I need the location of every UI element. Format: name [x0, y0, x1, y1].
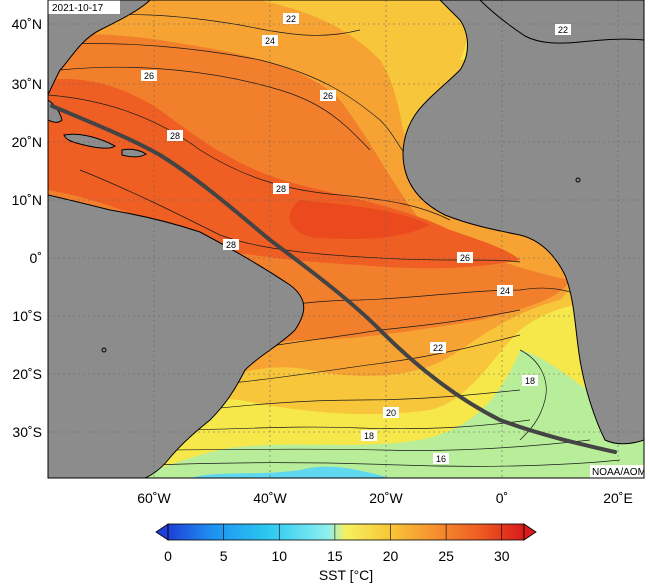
land-cuba — [63, 133, 116, 149]
lat-label: 10˚N — [12, 192, 42, 208]
latitude-labels: 40˚N 30˚N 20˚N 10˚N 0˚ 10˚S 20˚S 30˚S — [12, 16, 42, 440]
colorbar-tick-label: 25 — [438, 548, 454, 564]
lat-label: 40˚N — [12, 16, 42, 32]
contour-label: 28 — [276, 184, 286, 194]
lat-label: 20˚S — [12, 366, 42, 382]
date-stamp: 2021-10-17 — [52, 3, 104, 14]
lat-label: 20˚N — [12, 134, 42, 150]
contour-label: 24 — [500, 286, 510, 296]
lon-label: 40˚W — [253, 490, 287, 506]
lon-label: 20˚E — [603, 490, 633, 506]
contour-label: 18 — [364, 431, 374, 441]
sst-band-29 — [289, 200, 430, 239]
contour-label: 16 — [436, 454, 446, 464]
plot-frame — [47, 0, 645, 479]
contour-label: 22 — [286, 14, 296, 24]
lon-label: 60˚W — [137, 490, 171, 506]
contour-label: 18 — [525, 376, 535, 386]
lat-label: 0˚ — [30, 250, 42, 266]
colorbar-tick-label: 5 — [220, 548, 228, 564]
land-iberia — [479, 0, 644, 44]
longitude-labels: 60˚W 40˚W 20˚W 0˚ 20˚E — [137, 490, 633, 506]
colorbar-title: SST [°C] — [319, 567, 373, 583]
lat-label: 30˚S — [12, 424, 42, 440]
land-hispaniola — [121, 148, 147, 158]
lat-label: 30˚N — [12, 76, 42, 92]
land-south-america — [48, 194, 305, 478]
lat-label: 10˚S — [12, 308, 42, 324]
contour-label: 24 — [265, 36, 275, 46]
lon-label: 0˚ — [496, 490, 508, 506]
colorbar-tick-label: 15 — [327, 548, 343, 564]
land-cape-verde — [575, 177, 581, 183]
land-masses — [48, 0, 644, 478]
land-africa — [402, 0, 644, 445]
land-islands-1 — [101, 347, 107, 353]
cruise-track-line — [50, 104, 617, 454]
contour-label: 28 — [170, 131, 180, 141]
colorbar-ticks: 0 5 10 15 20 25 30 — [164, 524, 510, 564]
contour-label: 22 — [433, 343, 443, 353]
credit-label: NOAA/AOML — [592, 467, 650, 478]
contour-labels: 22 24 26 26 28 28 28 26 24 22 18 20 18 1… — [141, 13, 571, 464]
colorbar-high-arrow — [523, 523, 537, 541]
colorbar: 0 5 10 15 20 25 30 SST [°C] — [155, 523, 537, 583]
colorbar-tick-label: 20 — [383, 548, 399, 564]
contour-label: 28 — [226, 240, 236, 250]
lon-label: 20˚W — [369, 490, 403, 506]
colorbar-tick-label: 0 — [164, 548, 172, 564]
graticule — [48, 0, 644, 478]
colorbar-gradient — [167, 523, 525, 541]
colorbar-low-arrow — [155, 523, 169, 541]
contour-label: 20 — [386, 408, 396, 418]
contour-label: 26 — [144, 71, 154, 81]
contour-label: 22 — [558, 25, 568, 35]
contour-label: 26 — [460, 253, 470, 263]
map-plot-area: 22 24 26 26 28 28 28 26 24 22 18 20 18 1… — [48, 0, 650, 478]
colorbar-tick-label: 30 — [494, 548, 510, 564]
contour-label: 26 — [323, 91, 333, 101]
colorbar-tick-label: 10 — [271, 548, 287, 564]
